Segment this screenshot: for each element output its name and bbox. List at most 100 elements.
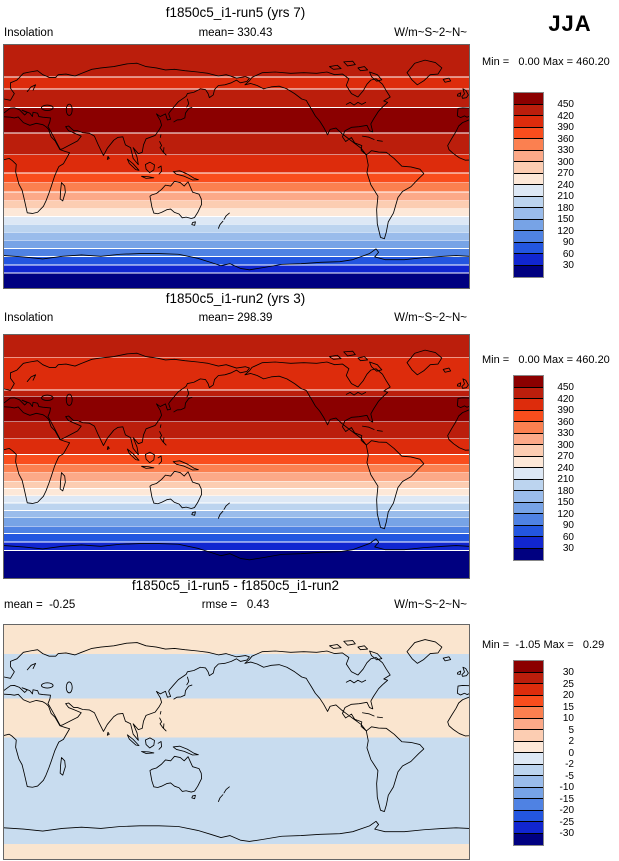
panel3-units-label: W/m~S~2~N~ [394, 599, 467, 611]
panel2-min-max-label: Min = 0.00 Max = 460.20 [482, 354, 610, 366]
map-stripes [4, 45, 469, 288]
colorbar-cell [514, 376, 543, 388]
colorbar-tick: 5 [568, 724, 574, 736]
colorbar-cell [514, 695, 543, 707]
colorbar-cell [514, 661, 543, 673]
panel1-world-map [3, 44, 470, 289]
colorbar-cell [514, 776, 543, 788]
colorbar-cell [514, 548, 543, 560]
colorbar-tick: 330 [557, 428, 574, 439]
colorbar-cell [514, 127, 543, 139]
colorbar-tick: 420 [557, 393, 574, 405]
panel2-title: f1850c5_i1-run2 (yrs 3) [165, 291, 306, 306]
colorbar-tick: 10 [562, 713, 574, 724]
colorbar-cell [514, 491, 543, 503]
colorbar-cell [514, 537, 543, 549]
panel1-units-label: W/m~S~2~N~ [394, 27, 467, 39]
colorbar-cell [514, 422, 543, 434]
colorbar-cell [514, 684, 543, 696]
colorbar-tick: 240 [557, 179, 574, 191]
colorbar-cell [514, 514, 543, 526]
colorbar-tick: 270 [557, 451, 574, 462]
coastline-overlay [4, 639, 469, 843]
coastline-overlay [4, 349, 469, 561]
colorbar-cell [514, 254, 543, 266]
colorbar-tick: -15 [559, 793, 574, 805]
colorbar-tick: 300 [557, 156, 574, 168]
colorbar-cell [514, 104, 543, 116]
panel2-colorbar: 450 420 390 360 330 300 270 240 210 180 150 120 90 60… [513, 375, 574, 561]
colorbar-cell [514, 173, 543, 185]
colorbar-tick: 30 [562, 260, 574, 271]
colorbar-tick: 240 [557, 462, 574, 474]
panel3-mean-label: mean = -0.25 [4, 599, 76, 611]
panel3-rmse-label: rmse = 0.43 [201, 599, 270, 611]
colorbar-cell [514, 787, 543, 799]
colorbar-tick: 90 [562, 237, 574, 248]
colorbar-tick: 150 [557, 214, 574, 225]
colorbar-cell [514, 764, 543, 776]
colorbar-tick: 330 [557, 145, 574, 156]
colorbar-tick: -5 [565, 770, 574, 782]
panel2-world-map [3, 334, 470, 579]
panel3-title: f1850c5_i1-run5 - f1850c5_i1-run2 [131, 578, 340, 593]
colorbar-tick: 390 [557, 405, 574, 416]
colorbar-cell [514, 433, 543, 445]
colorbar-tick: 180 [557, 202, 574, 214]
colorbar-tick: 450 [557, 382, 574, 393]
colorbar-tick: 20 [562, 690, 574, 701]
colorbar-tick: 60 [562, 248, 574, 260]
map-stripes [4, 335, 469, 578]
colorbar-cell [514, 116, 543, 128]
colorbar-tick: 120 [557, 225, 574, 237]
panel1-title: f1850c5_i1-run5 (yrs 7) [165, 5, 306, 20]
coastline-overlay [4, 59, 469, 271]
colorbar-tick: 25 [562, 678, 574, 690]
colorbar-cell [514, 502, 543, 514]
colorbar-tick: 360 [557, 133, 574, 145]
colorbar-tick: 420 [557, 110, 574, 122]
colorbar-cell [514, 525, 543, 537]
colorbar-tick: 60 [562, 531, 574, 543]
colorbar-cell [514, 150, 543, 162]
colorbar-cell [514, 399, 543, 411]
colorbar-cell [514, 208, 543, 220]
colorbar-tick: 150 [557, 497, 574, 508]
colorbar-tick: -30 [559, 828, 574, 839]
colorbar-tick: 210 [557, 191, 574, 202]
colorbar-cell [514, 753, 543, 765]
colorbar-cell [514, 672, 543, 684]
colorbar-tick: 180 [557, 485, 574, 497]
colorbar-cell [514, 741, 543, 753]
panel1-colorbar: 450 420 390 360 330 300 270 240 210 180 150 120 90 60… [513, 92, 574, 278]
panel2-units-label: W/m~S~2~N~ [394, 312, 467, 324]
panel2-variable-label: Insolation [4, 312, 54, 324]
colorbar-cell [514, 445, 543, 457]
colorbar-cell [514, 139, 543, 151]
panel3-colorbar: 30 25 20 15 10 5 2 0 -2 -5 -10 -15 -20 -25 -30 [513, 660, 574, 846]
colorbar-cell [514, 265, 543, 277]
colorbar-cell [514, 242, 543, 254]
colorbar-cell [514, 822, 543, 834]
colorbar-tick: -25 [559, 816, 574, 828]
colorbar-cell [514, 410, 543, 422]
colorbar-cell [514, 833, 543, 845]
colorbar-cell [514, 387, 543, 399]
colorbar-cell [514, 196, 543, 208]
colorbar-cell [514, 219, 543, 231]
panel1-mean-label: mean= 330.43 [198, 27, 273, 39]
colorbar-tick: -2 [565, 759, 574, 770]
colorbar-tick: 390 [557, 122, 574, 133]
season-badge: JJA [548, 11, 592, 36]
colorbar-tick: 270 [557, 168, 574, 179]
colorbar-tick: -10 [559, 782, 574, 793]
colorbar-tick: 360 [557, 416, 574, 428]
colorbar-cell [514, 456, 543, 468]
colorbar-cell [514, 799, 543, 811]
colorbar-cell [514, 810, 543, 822]
colorbar-tick: 2 [568, 736, 574, 747]
colorbar-cell [514, 479, 543, 491]
panel1-variable-label: Insolation [4, 27, 54, 39]
colorbar-tick: 120 [557, 508, 574, 520]
